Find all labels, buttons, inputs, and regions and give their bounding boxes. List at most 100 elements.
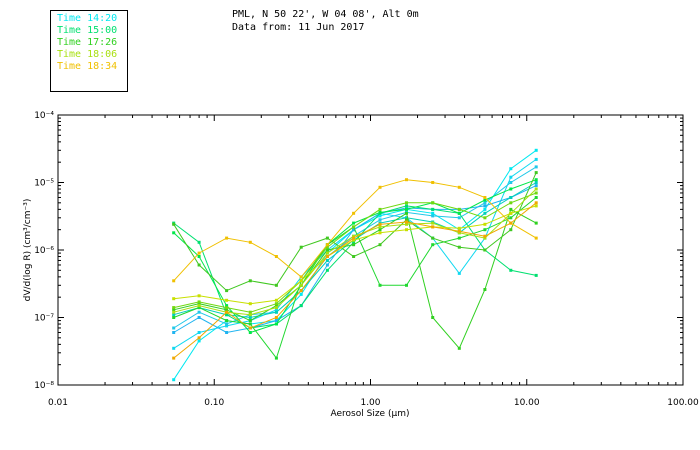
data-point	[431, 225, 435, 229]
data-point	[172, 222, 176, 226]
data-point	[457, 236, 461, 240]
data-point	[274, 306, 278, 310]
data-point	[225, 289, 229, 293]
x-tick-label: 10.00	[514, 398, 540, 408]
data-point	[274, 356, 278, 360]
data-point	[405, 204, 408, 208]
x-tick-label: 0.10	[204, 398, 224, 408]
x-axis-label: Aerosol Size (µm)	[331, 409, 410, 419]
data-point	[225, 306, 229, 310]
data-point	[274, 304, 278, 308]
data-point	[405, 283, 408, 287]
data-point	[274, 308, 278, 312]
data-point	[431, 201, 435, 205]
data-point	[483, 216, 487, 220]
data-point	[405, 211, 408, 215]
data-point	[509, 175, 513, 179]
data-point	[534, 191, 538, 195]
data-point	[172, 313, 176, 317]
data-point	[431, 221, 435, 225]
series-line	[173, 192, 537, 313]
axis-ticks: 0.01 0.10 1.00 10.00 100.00 10⁻⁸ 10⁻⁷ 10⁻⁶ 10⁻⁵ 1…	[34, 111, 699, 408]
data-point	[274, 298, 278, 302]
data-point	[378, 231, 382, 235]
data-point	[274, 255, 278, 258]
data-point	[378, 243, 382, 247]
data-point	[352, 228, 356, 232]
series-9	[172, 171, 538, 293]
data-point	[431, 211, 435, 215]
data-point	[274, 310, 278, 314]
data-point	[378, 228, 382, 232]
data-point	[352, 234, 356, 238]
data-point	[405, 201, 408, 205]
legend-entry: Time 15:00	[57, 25, 118, 36]
data-point	[534, 171, 538, 175]
data-point	[197, 331, 201, 334]
data-point	[431, 243, 435, 247]
data-point	[483, 248, 487, 252]
data-point	[197, 336, 201, 340]
data-point	[248, 331, 252, 334]
data-point	[534, 187, 538, 191]
data-point	[299, 279, 303, 283]
data-point	[431, 207, 435, 211]
y-tick-label: 10⁻⁵	[34, 179, 54, 189]
data-point	[248, 316, 252, 319]
data-point	[172, 331, 176, 334]
data-point	[274, 302, 278, 306]
data-point	[534, 178, 538, 182]
data-point	[534, 184, 538, 188]
data-point	[431, 236, 435, 240]
data-point	[378, 207, 382, 211]
data-point	[225, 298, 229, 302]
series-line	[173, 205, 537, 305]
data-point	[509, 268, 513, 272]
data-point	[509, 207, 513, 211]
data-point	[225, 308, 229, 312]
legend-entry: Time 14:20	[57, 13, 118, 24]
y-tick-label: 10⁻⁸	[34, 381, 54, 391]
data-point	[534, 204, 538, 208]
data-point	[172, 356, 176, 360]
data-point	[509, 187, 513, 191]
data-point	[483, 288, 487, 291]
series-line	[173, 166, 537, 329]
data-point	[325, 259, 329, 262]
x-tick-label: 0.01	[48, 398, 68, 408]
data-point	[457, 216, 461, 220]
data-point	[197, 339, 201, 343]
series-11	[172, 187, 538, 317]
data-point	[457, 185, 461, 189]
data-point	[457, 245, 461, 249]
data-point	[299, 275, 303, 279]
data-point	[248, 240, 252, 244]
series-14	[172, 201, 538, 360]
data-point	[197, 306, 201, 310]
data-point	[248, 302, 252, 306]
data-point	[534, 201, 538, 205]
data-point	[172, 297, 176, 301]
data-point	[197, 300, 201, 304]
data-point	[299, 245, 303, 249]
data-point	[405, 178, 408, 182]
data-point	[225, 236, 229, 240]
data-point	[405, 216, 408, 220]
data-point	[457, 211, 461, 215]
legend-entry: Time 18:34	[57, 61, 118, 72]
data-point	[483, 207, 487, 211]
data-point	[352, 255, 356, 258]
data-point	[197, 316, 201, 319]
data-point	[325, 263, 329, 267]
data-point	[457, 229, 461, 233]
data-point	[509, 181, 513, 184]
data-point	[352, 243, 356, 247]
data-point	[225, 319, 229, 323]
data-point	[483, 201, 487, 205]
data-point	[534, 196, 538, 199]
x-tick-label: 1.00	[360, 398, 380, 408]
data-point	[248, 326, 252, 330]
data-point	[378, 218, 382, 222]
data-point	[274, 316, 278, 319]
data-point	[225, 331, 229, 334]
